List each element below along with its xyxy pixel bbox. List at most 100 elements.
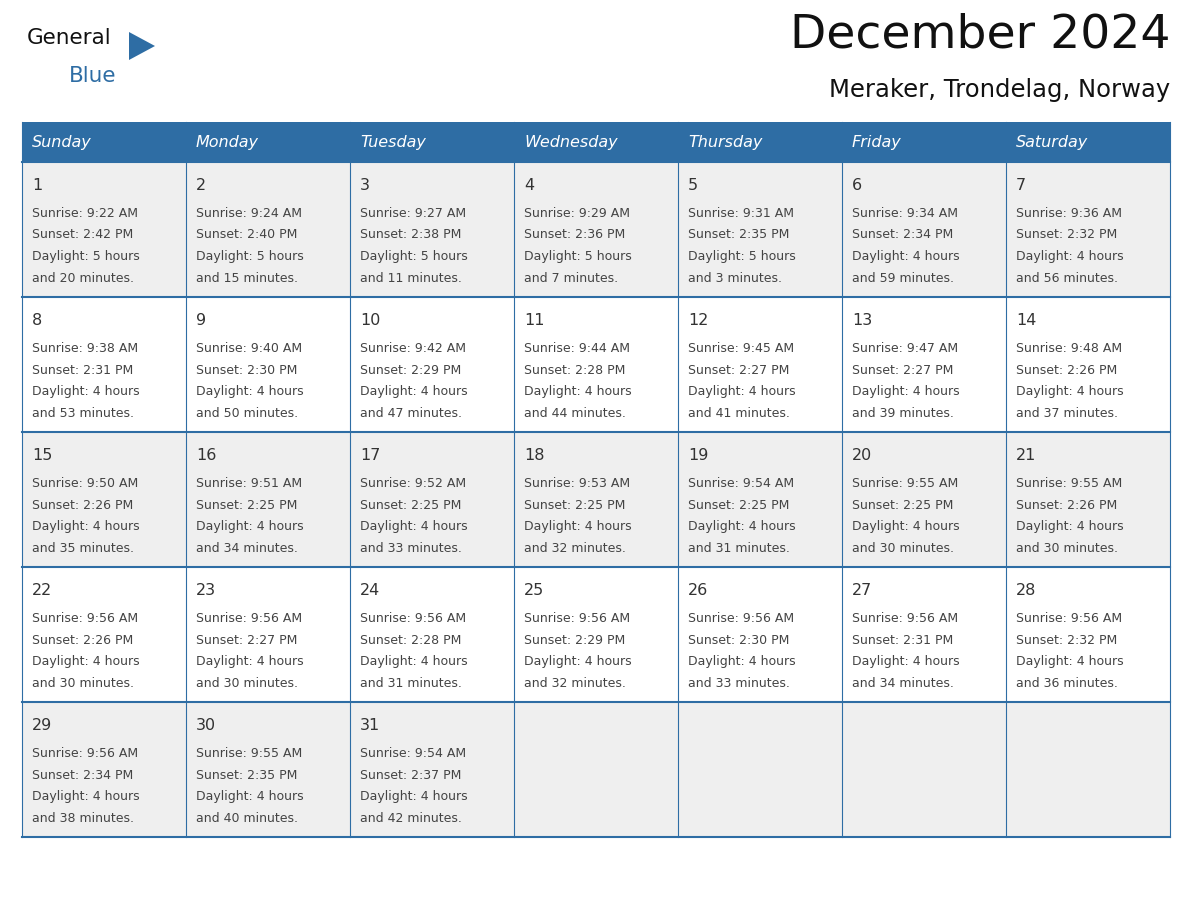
Text: Sunrise: 9:22 AM: Sunrise: 9:22 AM xyxy=(32,207,138,220)
Text: Sunset: 2:29 PM: Sunset: 2:29 PM xyxy=(524,633,625,646)
Text: 27: 27 xyxy=(852,583,872,598)
Text: Sunrise: 9:56 AM: Sunrise: 9:56 AM xyxy=(360,612,466,625)
Text: Daylight: 4 hours: Daylight: 4 hours xyxy=(196,520,304,533)
Text: Daylight: 4 hours: Daylight: 4 hours xyxy=(360,655,468,668)
Text: Sunset: 2:27 PM: Sunset: 2:27 PM xyxy=(688,364,789,376)
Text: Sunset: 2:27 PM: Sunset: 2:27 PM xyxy=(196,633,297,646)
Text: and 47 minutes.: and 47 minutes. xyxy=(360,407,462,420)
Text: Daylight: 4 hours: Daylight: 4 hours xyxy=(852,520,960,533)
Text: Sunrise: 9:24 AM: Sunrise: 9:24 AM xyxy=(196,207,302,220)
Text: Sunset: 2:35 PM: Sunset: 2:35 PM xyxy=(688,229,789,241)
Bar xyxy=(23,122,1170,162)
Text: 23: 23 xyxy=(196,583,216,598)
Text: and 20 minutes.: and 20 minutes. xyxy=(32,272,134,285)
Text: 15: 15 xyxy=(32,448,52,463)
Text: Sunset: 2:40 PM: Sunset: 2:40 PM xyxy=(196,229,297,241)
Text: Daylight: 4 hours: Daylight: 4 hours xyxy=(524,655,632,668)
Bar xyxy=(23,567,1170,702)
Polygon shape xyxy=(129,32,154,60)
Text: Sunrise: 9:53 AM: Sunrise: 9:53 AM xyxy=(524,477,630,490)
Text: 28: 28 xyxy=(1016,583,1036,598)
Bar xyxy=(23,162,1170,297)
Text: 25: 25 xyxy=(524,583,544,598)
Text: Sunrise: 9:36 AM: Sunrise: 9:36 AM xyxy=(1016,207,1121,220)
Text: and 32 minutes.: and 32 minutes. xyxy=(524,677,626,689)
Text: Sunset: 2:28 PM: Sunset: 2:28 PM xyxy=(360,633,461,646)
Text: Sunset: 2:28 PM: Sunset: 2:28 PM xyxy=(524,364,625,376)
Text: and 56 minutes.: and 56 minutes. xyxy=(1016,272,1118,285)
Text: and 31 minutes.: and 31 minutes. xyxy=(360,677,462,689)
Text: Daylight: 4 hours: Daylight: 4 hours xyxy=(524,520,632,533)
Text: Daylight: 4 hours: Daylight: 4 hours xyxy=(852,250,960,263)
Text: Wednesday: Wednesday xyxy=(524,135,618,150)
Text: Friday: Friday xyxy=(852,135,902,150)
Text: 3: 3 xyxy=(360,178,369,193)
Text: Daylight: 4 hours: Daylight: 4 hours xyxy=(360,385,468,398)
Text: Sunrise: 9:34 AM: Sunrise: 9:34 AM xyxy=(852,207,958,220)
Text: Sunrise: 9:29 AM: Sunrise: 9:29 AM xyxy=(524,207,630,220)
Text: Daylight: 4 hours: Daylight: 4 hours xyxy=(196,655,304,668)
Text: Daylight: 4 hours: Daylight: 4 hours xyxy=(196,385,304,398)
Text: 1: 1 xyxy=(32,178,43,193)
Text: 18: 18 xyxy=(524,448,544,463)
Text: 20: 20 xyxy=(852,448,872,463)
Text: 21: 21 xyxy=(1016,448,1036,463)
Text: and 15 minutes.: and 15 minutes. xyxy=(196,272,298,285)
Text: Sunrise: 9:55 AM: Sunrise: 9:55 AM xyxy=(196,747,302,760)
Text: Daylight: 5 hours: Daylight: 5 hours xyxy=(524,250,632,263)
Text: Daylight: 4 hours: Daylight: 4 hours xyxy=(688,520,796,533)
Text: 16: 16 xyxy=(196,448,216,463)
Text: Sunset: 2:25 PM: Sunset: 2:25 PM xyxy=(196,498,297,511)
Text: and 33 minutes.: and 33 minutes. xyxy=(360,542,462,554)
Text: and 41 minutes.: and 41 minutes. xyxy=(688,407,790,420)
Text: and 30 minutes.: and 30 minutes. xyxy=(1016,542,1118,554)
Text: and 31 minutes.: and 31 minutes. xyxy=(688,542,790,554)
Text: 10: 10 xyxy=(360,313,380,328)
Text: Sunset: 2:32 PM: Sunset: 2:32 PM xyxy=(1016,633,1117,646)
Text: Sunset: 2:36 PM: Sunset: 2:36 PM xyxy=(524,229,625,241)
Text: 4: 4 xyxy=(524,178,535,193)
Text: Sunrise: 9:45 AM: Sunrise: 9:45 AM xyxy=(688,342,794,355)
Text: 13: 13 xyxy=(852,313,872,328)
Text: Sunset: 2:42 PM: Sunset: 2:42 PM xyxy=(32,229,133,241)
Text: Sunset: 2:26 PM: Sunset: 2:26 PM xyxy=(32,498,133,511)
Text: and 35 minutes.: and 35 minutes. xyxy=(32,542,134,554)
Text: Sunset: 2:30 PM: Sunset: 2:30 PM xyxy=(688,633,789,646)
Text: Sunset: 2:31 PM: Sunset: 2:31 PM xyxy=(32,364,133,376)
Text: and 34 minutes.: and 34 minutes. xyxy=(196,542,298,554)
Text: Sunrise: 9:56 AM: Sunrise: 9:56 AM xyxy=(524,612,630,625)
Text: Sunrise: 9:27 AM: Sunrise: 9:27 AM xyxy=(360,207,466,220)
Text: Daylight: 4 hours: Daylight: 4 hours xyxy=(1016,250,1124,263)
Text: and 44 minutes.: and 44 minutes. xyxy=(524,407,626,420)
Text: and 37 minutes.: and 37 minutes. xyxy=(1016,407,1118,420)
Text: Sunset: 2:25 PM: Sunset: 2:25 PM xyxy=(852,498,954,511)
Text: and 33 minutes.: and 33 minutes. xyxy=(688,677,790,689)
Text: and 30 minutes.: and 30 minutes. xyxy=(852,542,954,554)
Text: Sunrise: 9:40 AM: Sunrise: 9:40 AM xyxy=(196,342,302,355)
Text: Sunset: 2:34 PM: Sunset: 2:34 PM xyxy=(32,768,133,781)
Text: and 50 minutes.: and 50 minutes. xyxy=(196,407,298,420)
Text: Sunset: 2:30 PM: Sunset: 2:30 PM xyxy=(196,364,297,376)
Text: Sunset: 2:25 PM: Sunset: 2:25 PM xyxy=(524,498,625,511)
Text: 19: 19 xyxy=(688,448,708,463)
Text: Sunset: 2:26 PM: Sunset: 2:26 PM xyxy=(1016,364,1117,376)
Text: Thursday: Thursday xyxy=(688,135,763,150)
Text: 8: 8 xyxy=(32,313,43,328)
Text: Sunrise: 9:56 AM: Sunrise: 9:56 AM xyxy=(688,612,794,625)
Text: Daylight: 4 hours: Daylight: 4 hours xyxy=(852,655,960,668)
Text: December 2024: December 2024 xyxy=(790,12,1170,57)
Text: and 40 minutes.: and 40 minutes. xyxy=(196,812,298,824)
Text: 9: 9 xyxy=(196,313,207,328)
Text: Blue: Blue xyxy=(69,66,116,86)
Text: Monday: Monday xyxy=(196,135,259,150)
Text: Sunset: 2:25 PM: Sunset: 2:25 PM xyxy=(360,498,461,511)
Text: and 34 minutes.: and 34 minutes. xyxy=(852,677,954,689)
Text: Daylight: 4 hours: Daylight: 4 hours xyxy=(32,385,140,398)
Text: Daylight: 5 hours: Daylight: 5 hours xyxy=(196,250,304,263)
Text: Daylight: 4 hours: Daylight: 4 hours xyxy=(32,655,140,668)
Text: Daylight: 4 hours: Daylight: 4 hours xyxy=(196,790,304,803)
Text: 11: 11 xyxy=(524,313,544,328)
Text: 6: 6 xyxy=(852,178,862,193)
Text: Meraker, Trondelag, Norway: Meraker, Trondelag, Norway xyxy=(829,78,1170,102)
Text: Sunrise: 9:56 AM: Sunrise: 9:56 AM xyxy=(852,612,959,625)
